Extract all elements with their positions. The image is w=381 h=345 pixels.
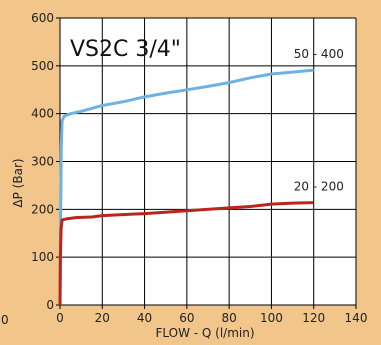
y-tick-label: 100 [31,250,54,264]
y-tick-label: 600 [31,11,54,25]
series-layer: 50 - 400 20 - 200 [58,47,344,306]
edge-fragment-label: 0 [1,313,9,327]
series-line [58,201,314,306]
series-line [58,68,314,306]
y-tick-label: 300 [31,155,54,169]
y-tick-label: 400 [31,107,54,121]
y-tick-label: 200 [31,202,54,216]
x-tick-label: 60 [179,311,194,325]
x-tick-label: 20 [95,311,110,325]
series-label: 20 - 200 [294,180,344,194]
series-label: 50 - 400 [294,47,344,61]
x-axis-label: FLOW - Q (l/min) [155,326,254,340]
tick-labels: 0 20 40 60 80 100 120 140 0 100 200 300 400 500 600 [31,11,367,325]
chart-title: VS2C 3/4" [70,37,181,62]
x-tick-label: 140 [345,311,368,325]
x-tick-label: 100 [260,311,283,325]
y-tick-label: 0 [46,298,54,312]
x-tick-label: 40 [137,311,152,325]
y-tick-label: 500 [31,59,54,73]
x-tick-label: 0 [56,311,64,325]
x-tick-label: 120 [302,311,325,325]
x-tick-label: 80 [222,311,237,325]
y-axis-label: ΔP (Bar) [11,158,25,207]
